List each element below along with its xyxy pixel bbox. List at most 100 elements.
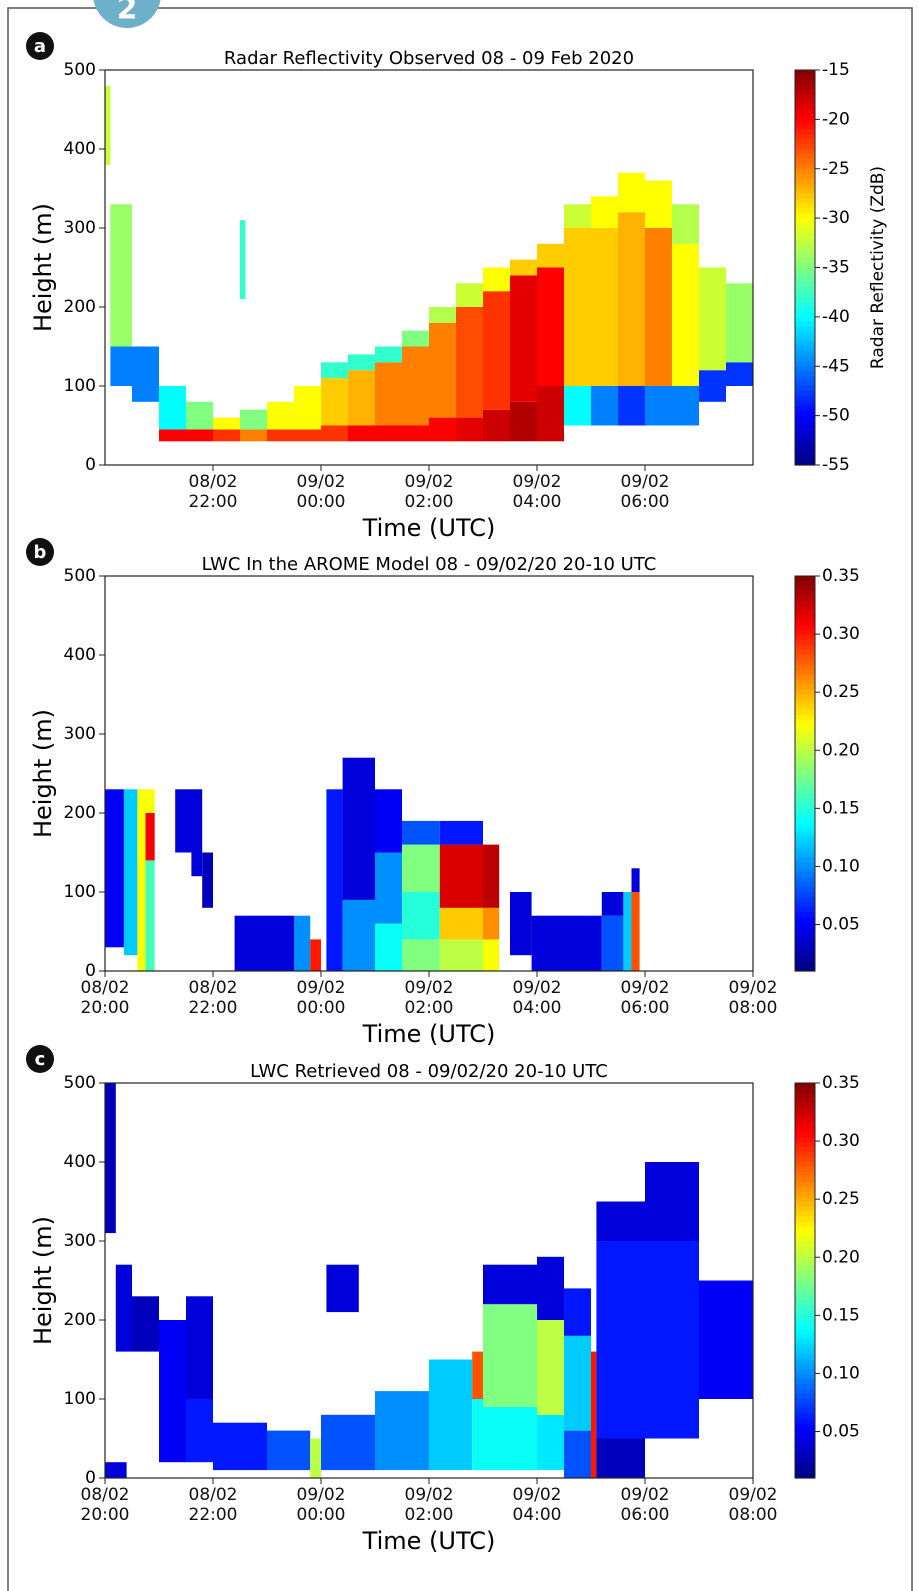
colorbar-swatch xyxy=(795,1087,815,1094)
colorbar-swatch xyxy=(795,852,815,859)
colorbar-swatch xyxy=(795,1448,815,1454)
colorbar-swatch xyxy=(795,1305,815,1311)
y-tick-label: 200 xyxy=(64,803,96,823)
colorbar-swatch xyxy=(795,862,815,868)
x-tick-label: 09/02 04:00 xyxy=(512,1485,562,1525)
colorbar-swatch xyxy=(795,966,815,972)
colorbar-swatch xyxy=(795,252,815,259)
colorbar-swatch xyxy=(795,1310,815,1316)
colorbar-swatch xyxy=(795,213,815,219)
colorbar-swatch xyxy=(795,896,815,903)
heat-cell xyxy=(510,275,537,402)
y-tick-label: 0 xyxy=(85,1468,96,1488)
colorbar-swatch xyxy=(795,1285,815,1291)
colorbar-swatch xyxy=(795,109,815,116)
colorbar-swatch xyxy=(795,228,815,234)
colorbar-tick-label: -50 xyxy=(822,406,850,426)
colorbar-swatch xyxy=(795,822,815,829)
colorbar-swatch xyxy=(795,326,815,333)
x-tick-label: 09/02 08:00 xyxy=(728,1485,778,1525)
colorbar-tick-label: 0.30 xyxy=(822,1131,860,1151)
colorbar-swatch xyxy=(795,743,815,750)
colorbar-swatch xyxy=(795,119,815,125)
colorbar-swatch xyxy=(795,803,815,809)
colorbar-swatch xyxy=(795,768,815,775)
heat-cell xyxy=(402,425,429,442)
heat-cell xyxy=(429,307,456,323)
colorbar-swatch xyxy=(795,267,815,274)
colorbar-swatch xyxy=(795,877,815,883)
heat-cell xyxy=(483,267,510,292)
heat-cell xyxy=(326,1264,359,1313)
heat-cell xyxy=(510,892,532,956)
colorbar-swatch xyxy=(795,430,815,436)
heat-cell xyxy=(631,868,640,892)
colorbar-swatch xyxy=(795,842,815,849)
colorbar-swatch xyxy=(795,1201,815,1208)
colorbar-swatch xyxy=(795,149,815,155)
heat-cell xyxy=(429,1359,473,1471)
x-tick-label: 09/02 00:00 xyxy=(296,1485,346,1525)
colorbar-swatch xyxy=(795,346,815,353)
heat-cell xyxy=(321,1414,375,1471)
panel-badge xyxy=(26,538,54,566)
colorbar-swatch xyxy=(795,1324,815,1331)
colorbar-swatch xyxy=(795,734,815,740)
colorbar-swatch xyxy=(795,1374,815,1380)
colorbar-frame xyxy=(794,575,816,972)
colorbar-swatch xyxy=(795,460,815,466)
heat-cell xyxy=(699,1280,753,1399)
colorbar-swatch xyxy=(795,218,815,224)
heat-cell xyxy=(456,307,483,418)
colorbar-swatch xyxy=(795,595,815,602)
x-tick-label: 09/02 00:00 xyxy=(296,978,346,1018)
heat-cell xyxy=(439,820,483,845)
x-axis-label: Time (UTC) xyxy=(362,514,496,542)
y-tick-label: 100 xyxy=(64,1389,96,1409)
colorbar-swatch xyxy=(795,857,815,863)
colorbar-swatch xyxy=(795,1231,815,1237)
colorbar-swatch xyxy=(795,163,815,170)
heat-cell xyxy=(213,417,240,430)
heat-cell xyxy=(348,354,375,371)
x-axis-label: Time (UTC) xyxy=(362,1020,496,1048)
heat-cell xyxy=(191,852,203,877)
colorbar-swatch xyxy=(795,921,815,928)
colorbar-swatch xyxy=(795,946,815,952)
colorbar-swatch xyxy=(795,361,815,367)
heat-cell xyxy=(439,939,483,971)
colorbar-swatch xyxy=(795,297,815,303)
heat-cell xyxy=(726,362,753,386)
colorbar-swatch xyxy=(795,901,815,908)
colorbar-swatch xyxy=(795,173,815,180)
chart-title: Radar Reflectivity Observed 08 - 09 Feb … xyxy=(224,48,634,69)
colorbar-swatch xyxy=(795,1384,815,1390)
colorbar-swatch xyxy=(795,1369,815,1375)
heat-cell xyxy=(483,939,500,971)
heat-cell xyxy=(145,860,155,971)
heat-cell xyxy=(310,1438,321,1478)
colorbar-swatch xyxy=(795,719,815,725)
heat-cell xyxy=(348,425,375,442)
colorbar-swatch xyxy=(795,1162,815,1168)
colorbar-swatch xyxy=(795,1344,815,1351)
colorbar-swatch xyxy=(795,336,815,343)
colorbar-swatch xyxy=(795,277,815,283)
heat-cell xyxy=(267,429,294,442)
x-tick-label: 08/02 22:00 xyxy=(188,978,238,1018)
colorbar-swatch xyxy=(795,926,815,933)
heat-cell xyxy=(483,1304,537,1407)
heat-cell xyxy=(294,915,311,971)
colorbar-swatch xyxy=(795,311,815,318)
colorbar-swatch xyxy=(795,585,815,592)
colorbar-swatch xyxy=(795,956,815,962)
heat-cell xyxy=(110,204,132,347)
heat-cell xyxy=(429,417,456,442)
heat-cell xyxy=(510,401,537,442)
colorbar-swatch xyxy=(795,104,815,111)
heat-cell xyxy=(321,425,348,442)
y-tick-label: 500 xyxy=(64,1073,96,1093)
colorbar-swatch xyxy=(795,445,815,451)
x-tick-label: 09/02 02:00 xyxy=(404,1485,454,1525)
colorbar-swatch xyxy=(795,1102,815,1109)
